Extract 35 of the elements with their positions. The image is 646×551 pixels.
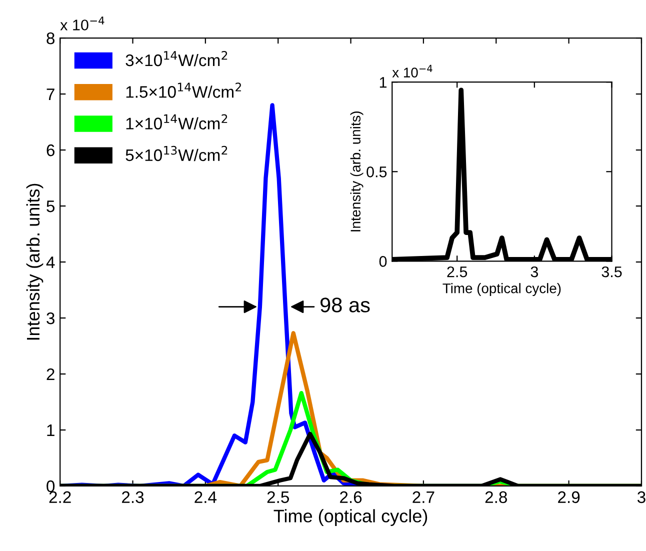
y-tick-label: 0 bbox=[379, 256, 387, 267]
y-tick-label: 7 bbox=[46, 88, 54, 100]
y-tick-label: 1 bbox=[380, 77, 387, 88]
legend-label: 1×10$^{14}$W/cm$^{2}$ bbox=[126, 114, 228, 130]
x-tick-label: 3.5 bbox=[602, 266, 622, 278]
x-tick-label: 2.6 bbox=[340, 491, 362, 504]
y-tick-label: 0 bbox=[46, 480, 55, 492]
y-tick-label: 5 bbox=[46, 200, 55, 212]
x-tick-label: 3 bbox=[637, 491, 646, 504]
y-tick-label: 0.5 bbox=[366, 166, 387, 178]
text: x 10$^{−4}$ bbox=[60, 16, 104, 30]
y-tick-label: 4 bbox=[46, 256, 55, 268]
x-tick-label: 2.4 bbox=[194, 491, 217, 503]
y-tick-label: 2 bbox=[46, 368, 54, 380]
annotation: 98 as bbox=[320, 298, 370, 312]
legend-label: 5×10$^{13}$W/cm$^{2}$ bbox=[126, 146, 228, 162]
x-tick-label: 2.8 bbox=[485, 491, 507, 504]
x-tick-label: 3 bbox=[530, 266, 538, 278]
y-tick-label: 1 bbox=[47, 424, 54, 436]
annotation: x 10$^{−4}$ bbox=[392, 64, 432, 78]
x-tick-label: 2.3 bbox=[122, 491, 144, 504]
y-tick-label: 8 bbox=[46, 32, 54, 44]
x-tick-label: 2.5 bbox=[447, 266, 468, 278]
x-tick-label: 2.2 bbox=[49, 491, 71, 503]
x-axis-title: Time (optical cycle) bbox=[442, 283, 561, 296]
y-tick-label: 6 bbox=[46, 144, 54, 156]
legend-label: 1.5×10$^{14}$W/cm$^{2}$ bbox=[126, 82, 241, 98]
x-tick-label: 2.9 bbox=[558, 491, 580, 504]
y-axis-title: Intensity (arb. units) bbox=[26, 184, 44, 340]
x-tick-label: 2.5 bbox=[267, 491, 289, 504]
y-axis-title: Intensity (arb. units) bbox=[350, 112, 364, 232]
x-tick-label: 2.7 bbox=[412, 491, 434, 503]
y-tick-label: 3 bbox=[46, 312, 54, 324]
legend-label: 3×10$^{14}$W/cm$^{2}$ bbox=[126, 51, 228, 66]
x-axis-title: Time (optical cycle) bbox=[274, 509, 428, 526]
